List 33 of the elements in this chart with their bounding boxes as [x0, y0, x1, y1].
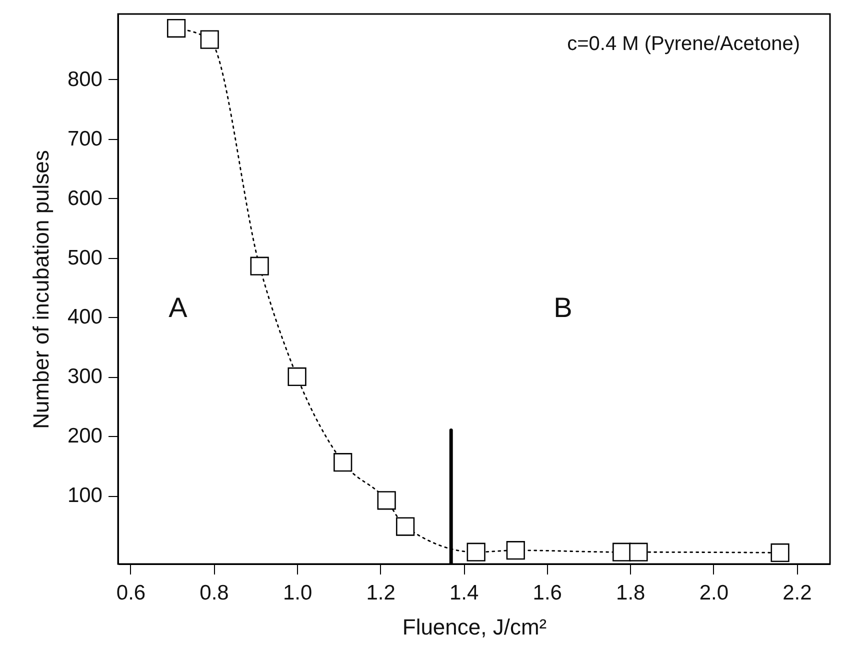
- annotation: c=0.4 M (Pyrene/Acetone): [567, 33, 800, 55]
- y-tick-label: 800: [67, 68, 102, 91]
- x-tick-label: 2.2: [782, 582, 812, 604]
- x-tick-label: 2.0: [699, 582, 729, 604]
- point: [506, 541, 525, 560]
- x-tick-label: 1.0: [282, 582, 312, 604]
- x-axis-title: Fluence, J/cm²: [402, 614, 547, 640]
- y-tick-label: 100: [67, 484, 102, 508]
- point: [250, 256, 269, 276]
- point: [770, 543, 790, 562]
- annotation: A: [168, 292, 188, 323]
- x-tick-label: 0.8: [200, 582, 229, 604]
- y-tick-label: 200: [67, 424, 102, 448]
- y-tick-label: 400: [67, 306, 102, 329]
- y-tick-label: 700: [67, 127, 102, 150]
- point: [200, 30, 219, 49]
- point: [396, 517, 415, 536]
- x-tick-label: 1.4: [449, 582, 480, 604]
- point: [288, 367, 306, 386]
- point: [466, 542, 486, 562]
- point: [629, 542, 648, 562]
- y-tick-label: 600: [67, 186, 102, 210]
- x-tick-label: 1.6: [532, 582, 562, 604]
- point: [166, 18, 186, 38]
- y-axis-title: Number of incubation pulses: [28, 150, 54, 429]
- x-tick-label: 1.2: [366, 582, 396, 604]
- x-tick-label: 1.8: [616, 582, 646, 604]
- x-tick-label: 0.6: [116, 582, 146, 604]
- point: [377, 491, 396, 510]
- point: [334, 453, 352, 472]
- y-tick-label: 300: [67, 365, 102, 388]
- annotation: B: [554, 292, 572, 323]
- y-tick-label: 500: [67, 246, 102, 270]
